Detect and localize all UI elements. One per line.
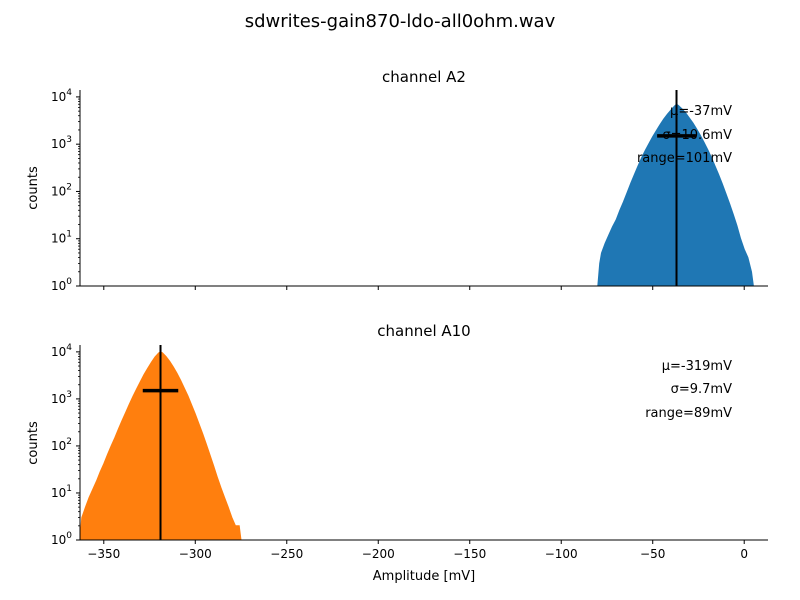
panel-a10: channel A10 100 101 102 103 104 −350 −300 −250 −… — [26, 322, 768, 561]
y-tick-label: 103 — [51, 135, 72, 151]
panel-a2-range-label: range=101mV — [637, 151, 732, 166]
x-tick-label: −350 — [87, 547, 120, 561]
y-tick-label: 102 — [51, 437, 72, 453]
y-tick-label: 103 — [51, 390, 72, 406]
panel-a2-sigma-label: σ=10.6mV — [662, 128, 732, 143]
y-tick-label: 104 — [51, 88, 72, 104]
x-tick-label: −50 — [640, 547, 665, 561]
panel-a10-marks — [142, 345, 179, 540]
x-tick-label: −300 — [179, 547, 212, 561]
panel-a10-axes: 100 101 102 103 104 −350 −300 −250 −200 −150 −100 −… — [51, 343, 768, 561]
y-tick-label: 101 — [51, 484, 72, 500]
panel-a10-ylabel: counts — [26, 421, 41, 465]
y-tick-label: 102 — [51, 182, 72, 198]
x-tick-label: 0 — [740, 547, 748, 561]
y-tick-label: 100 — [51, 277, 72, 293]
x-tick-label: −150 — [453, 547, 486, 561]
panel-a2-mean-label: μ=-37mV — [670, 104, 732, 119]
y-tick-label: 104 — [51, 343, 72, 359]
x-axis-label: Amplitude [mV] — [373, 569, 475, 584]
panel-a2: channel A2 100 101 102 103 104 counts μ=-37m… — [26, 68, 768, 293]
panel-a10-range-label: range=89mV — [645, 406, 732, 421]
x-tick-label: −200 — [362, 547, 395, 561]
x-tick-label: −100 — [545, 547, 578, 561]
panel-a2-title: channel A2 — [382, 68, 466, 86]
panel-a2-marks — [657, 90, 696, 286]
panel-a2-ylabel: counts — [26, 166, 41, 210]
panel-a10-title: channel A10 — [377, 322, 470, 340]
y-tick-label: 100 — [51, 531, 72, 547]
figure-title: sdwrites-gain870-ldo-all0ohm.wav — [245, 11, 556, 32]
y-tick-label: 101 — [51, 230, 72, 246]
panel-a10-sigma-label: σ=9.7mV — [671, 382, 732, 397]
panel-a10-mean-label: μ=-319mV — [662, 359, 732, 374]
x-tick-label: −250 — [270, 547, 303, 561]
